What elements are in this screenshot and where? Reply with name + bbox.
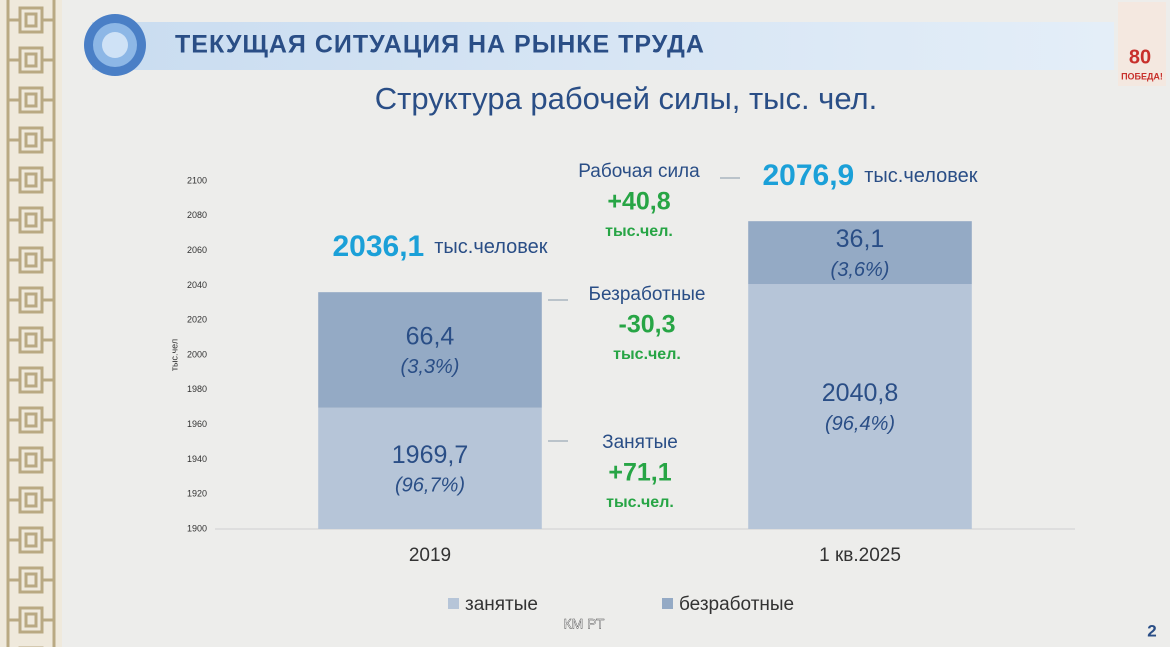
y-tick-label: 2040 <box>187 280 207 290</box>
bar-segment <box>748 221 972 285</box>
annotation-unit: тыс.чел. <box>606 494 674 511</box>
x-tick-label: 2019 <box>409 545 451 566</box>
total-value: 2076,9 <box>762 159 854 192</box>
logo-text: ПОБЕДА! <box>1121 71 1163 81</box>
plot: 1900 1920 1940 1960 1980 2000 2020 2040 2060 2080… <box>187 159 1075 615</box>
anniversary-logo <box>1118 2 1166 86</box>
y-tick-label: 2080 <box>187 210 207 220</box>
bar-segment <box>318 292 542 408</box>
y-tick-label: 2000 <box>187 349 207 359</box>
y-tick-label: 1980 <box>187 384 207 394</box>
total-value: 2036,1 <box>332 230 424 263</box>
ornament-border <box>0 0 62 647</box>
logo-number: 80 <box>1129 46 1151 68</box>
annotation-unit: тыс.чел. <box>605 223 673 240</box>
legend-label: безработные <box>679 594 794 615</box>
page-number: 2 <box>1147 621 1156 640</box>
header-logo-core <box>102 32 128 58</box>
y-tick-label: 2060 <box>187 245 207 255</box>
total-label: 2076,9 тыс.человек <box>762 159 977 192</box>
value-label: 1969,7 <box>392 441 468 469</box>
legend-label: занятые <box>465 594 538 615</box>
total-unit: тыс.человек <box>864 165 978 187</box>
share-label: (3,6%) <box>831 259 890 281</box>
value-label: 2040,8 <box>822 379 898 407</box>
total-label: 2036,1 тыс.человек <box>332 230 547 263</box>
chart-title: Структура рабочей силы, тыс. чел. <box>375 81 877 116</box>
annotation-change: +40,8 <box>607 188 670 216</box>
annotation-label: Безработные <box>589 284 706 305</box>
annotation-unit: тыс.чел. <box>613 346 681 363</box>
bar-segment <box>748 284 972 529</box>
y-axis-label: тыс.чел <box>169 339 179 371</box>
legend-swatch <box>448 598 459 609</box>
y-tick-label: 1920 <box>187 489 207 499</box>
y-tick-label: 1960 <box>187 419 207 429</box>
value-label: 36,1 <box>836 225 885 253</box>
share-label: (96,4%) <box>825 413 895 435</box>
annotation-change: +71,1 <box>608 459 671 487</box>
y-tick-label: 1900 <box>187 523 207 533</box>
value-label: 66,4 <box>406 323 455 351</box>
total-unit: тыс.человек <box>434 236 548 258</box>
y-tick-label: 2100 <box>187 175 207 185</box>
header-title: ТЕКУЩАЯ СИТУАЦИЯ НА РЫНКЕ ТРУДА <box>175 31 705 59</box>
annotation-change: -30,3 <box>619 311 676 339</box>
annotation-label: Занятые <box>602 432 678 453</box>
share-label: (3,3%) <box>401 356 460 378</box>
x-tick-label: 1 кв.2025 <box>819 545 901 566</box>
annotation-label: Рабочая сила <box>578 161 700 182</box>
bar-segment <box>318 407 542 529</box>
legend-swatch <box>662 598 673 609</box>
watermark: КМ РТ <box>564 616 605 632</box>
share-label: (96,7%) <box>395 475 465 497</box>
y-tick-label: 2020 <box>187 315 207 325</box>
header-band <box>92 22 1114 70</box>
y-tick-label: 1940 <box>187 454 207 464</box>
